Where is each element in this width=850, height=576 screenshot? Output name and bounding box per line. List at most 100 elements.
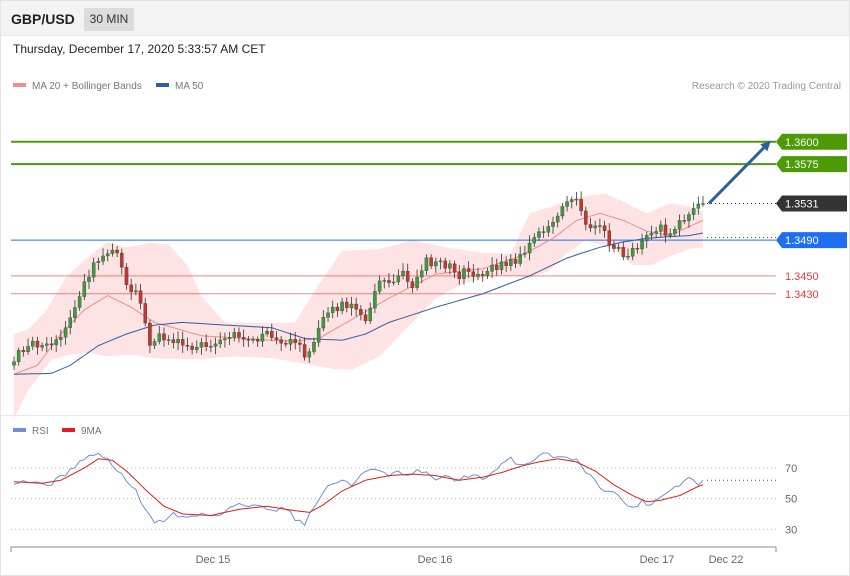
- candle: [298, 338, 302, 353]
- candle: [180, 331, 185, 353]
- candle-body: [213, 343, 218, 347]
- candle-body: [40, 345, 44, 348]
- candle: [185, 337, 190, 351]
- candle-body: [237, 332, 241, 338]
- candle-body: [546, 226, 551, 233]
- candle-body: [598, 225, 602, 227]
- candle-body: [701, 203, 705, 205]
- candle-body: [429, 257, 433, 267]
- candle: [129, 278, 133, 300]
- current-tag-label-2: 1.3531: [785, 198, 819, 210]
- candle: [87, 269, 91, 289]
- time-tick-label-0: Dec 15: [196, 554, 231, 566]
- candle: [551, 216, 555, 235]
- candle: [152, 338, 157, 350]
- candle: [691, 202, 696, 220]
- candle: [82, 273, 87, 301]
- candle: [166, 335, 171, 345]
- candle-body: [227, 337, 232, 339]
- candle: [330, 300, 335, 319]
- candle-body: [209, 346, 213, 348]
- candle: [16, 347, 21, 366]
- timeframe-button[interactable]: 30 MIN: [84, 8, 134, 31]
- candle: [485, 267, 490, 280]
- candle-body: [480, 274, 485, 276]
- rsi-legend: RSI: [13, 426, 49, 437]
- candle: [687, 211, 691, 228]
- candle: [541, 225, 546, 238]
- candle: [345, 297, 349, 313]
- candle-body: [12, 361, 16, 366]
- candle-body: [391, 281, 396, 284]
- candle-body: [612, 244, 616, 249]
- candle: [21, 346, 26, 357]
- candle-body: [373, 291, 377, 309]
- candle: [213, 337, 218, 355]
- candle-body: [401, 270, 405, 276]
- candle: [209, 339, 213, 353]
- candle: [162, 327, 166, 347]
- candle-body: [54, 339, 58, 346]
- candle: [598, 218, 602, 234]
- pivot-tag-label-3: 1.3490: [785, 235, 819, 247]
- candle: [363, 309, 368, 325]
- candle-body: [246, 339, 251, 341]
- candle-body: [143, 303, 147, 324]
- candle-body: [330, 306, 335, 314]
- price-level-tags: 1.3600 1.3575 1.3531 1.3490 1.3450 1.3430: [776, 133, 847, 301]
- candle-body: [630, 248, 635, 257]
- candle-body: [30, 340, 35, 347]
- candle-body: [448, 263, 452, 269]
- candle-body: [312, 342, 316, 352]
- ma50-legend-swatch: [156, 83, 169, 88]
- candle-body: [677, 220, 682, 230]
- rsi-panel: 70 50 30: [11, 452, 797, 536]
- candle: [377, 275, 382, 295]
- candle: [110, 243, 115, 257]
- candle: [12, 356, 16, 371]
- candle-body: [59, 337, 63, 340]
- candle: [579, 191, 583, 216]
- price-legend-ma50: MA 50: [156, 81, 203, 92]
- candle: [148, 319, 152, 353]
- candle: [682, 214, 687, 225]
- candle: [621, 241, 626, 261]
- candle: [387, 273, 391, 288]
- candle: [645, 231, 649, 248]
- candle-body: [584, 210, 588, 225]
- candle: [570, 196, 574, 209]
- candle: [420, 264, 424, 284]
- candle: [115, 246, 119, 258]
- candle: [91, 257, 96, 282]
- candle: [157, 326, 162, 345]
- candle-body: [326, 312, 330, 318]
- candle: [143, 297, 147, 327]
- candle-body: [321, 317, 326, 329]
- candle: [124, 263, 129, 290]
- candle-body: [471, 271, 476, 277]
- candle-body: [68, 317, 72, 328]
- candle: [513, 253, 518, 269]
- candle: [560, 203, 565, 220]
- symbol-title: GBP/USD: [11, 11, 75, 27]
- candle: [199, 337, 204, 355]
- candle-body: [180, 339, 185, 346]
- candle-body: [176, 339, 180, 344]
- candle: [326, 306, 330, 322]
- candle-body: [649, 233, 654, 236]
- candle-body: [424, 257, 429, 271]
- rsi-ma-line: [13, 458, 704, 517]
- candle-body: [105, 253, 110, 257]
- candle-body: [673, 229, 677, 234]
- rsi-line: [13, 452, 704, 527]
- candle: [593, 220, 597, 235]
- candle: [630, 242, 635, 261]
- candle-body: [410, 281, 415, 288]
- candle-body: [134, 290, 138, 293]
- candle-body: [523, 252, 527, 255]
- candle-body: [166, 339, 171, 341]
- candle-body: [101, 255, 105, 262]
- candle-body: [35, 340, 40, 348]
- candle-body: [251, 339, 255, 341]
